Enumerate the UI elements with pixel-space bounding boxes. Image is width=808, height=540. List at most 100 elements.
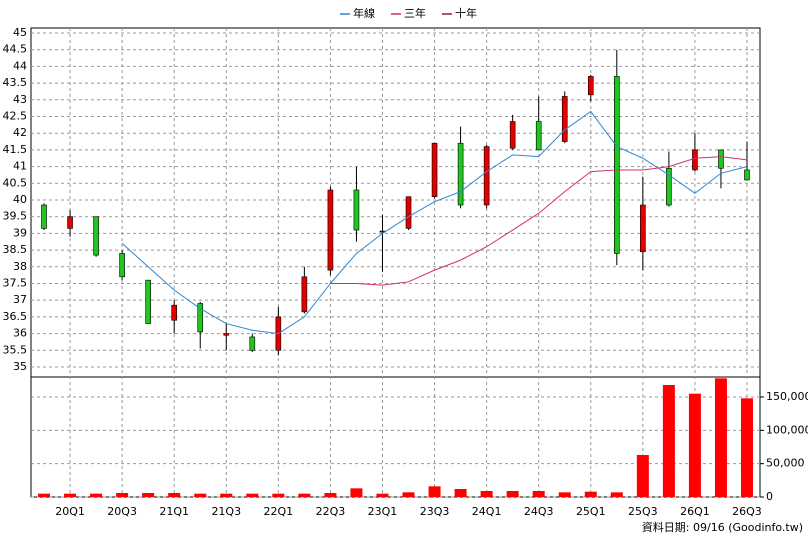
- y-tick-label: 37.5: [3, 276, 28, 289]
- legend-label: 十年: [455, 6, 477, 20]
- legend-label: 年線: [353, 6, 375, 20]
- volume-bar: [38, 493, 51, 497]
- candle-body: [301, 276, 308, 313]
- y-tick-label: 45: [13, 26, 27, 39]
- candle-body: [327, 189, 334, 271]
- volume-bar: [454, 489, 467, 497]
- y-tick-label: 35: [13, 360, 27, 373]
- volume-bar: [194, 493, 207, 497]
- y-tick-label: 42.5: [3, 110, 28, 123]
- volume-bar: [402, 492, 415, 497]
- candle-body: [223, 333, 230, 336]
- candle-body: [41, 204, 47, 229]
- volume-bar: [740, 398, 753, 497]
- x-tick-label: 21Q1: [159, 505, 189, 518]
- volume-bar: [558, 492, 571, 497]
- candle-body: [587, 76, 594, 96]
- candle-body: [197, 303, 204, 333]
- volume-bar: [662, 385, 675, 497]
- x-tick-label: 26Q3: [732, 505, 762, 518]
- x-tick-label: 24Q1: [472, 505, 502, 518]
- candle-body: [67, 216, 73, 229]
- y2-tick-label: 0: [766, 490, 773, 503]
- candle-body: [405, 196, 412, 229]
- volume-bar: [324, 493, 337, 497]
- y-tick-label: 38.5: [3, 243, 28, 256]
- candle-body: [483, 146, 490, 206]
- x-tick-label: 23Q3: [420, 505, 450, 518]
- volume-bar: [116, 493, 129, 497]
- candle-body: [692, 149, 698, 171]
- y-tick-label: 41.5: [3, 143, 28, 156]
- x-tick-label: 22Q3: [316, 505, 346, 518]
- candle-body: [718, 149, 724, 169]
- y-tick-label: 37: [13, 293, 27, 306]
- volume-bar: [350, 488, 363, 497]
- y-tick-label: 44.5: [3, 43, 28, 56]
- candle-body: [666, 167, 672, 206]
- y-tick-label: 39: [13, 226, 27, 239]
- x-tick-label: 25Q3: [628, 505, 658, 518]
- volume-bar: [142, 493, 155, 497]
- volume-bar: [298, 493, 311, 497]
- x-tick-label: 25Q1: [576, 505, 606, 518]
- volume-bar: [610, 492, 623, 497]
- volume-bar: [688, 393, 701, 497]
- volume-bar: [168, 493, 181, 497]
- x-tick-label: 20Q3: [107, 505, 137, 518]
- y-tick-label: 38: [13, 260, 27, 273]
- candle-body: [457, 142, 464, 206]
- y2-tick-label: 100,000: [766, 423, 808, 436]
- candle-body: [119, 253, 125, 278]
- volume-bar: [636, 455, 649, 497]
- candle-body: [640, 204, 646, 253]
- volume-bar: [272, 493, 285, 497]
- volume-bar: [584, 491, 597, 497]
- x-tick-label: 23Q1: [368, 505, 398, 518]
- legend-label: 三年: [404, 6, 426, 20]
- candle-body: [431, 142, 438, 197]
- footnote: 資料日期: 09/16 (Goodinfo.tw): [642, 520, 803, 534]
- candle-body: [145, 279, 151, 324]
- candle-body: [561, 96, 568, 142]
- candle-body: [249, 336, 256, 351]
- candle-body: [535, 121, 542, 151]
- ma-line: [121, 110, 748, 335]
- candle-body: [93, 216, 99, 256]
- y-tick-label: 40.5: [3, 176, 28, 189]
- plot-frame: [30, 27, 761, 498]
- volume-bar: [714, 378, 727, 497]
- x-tick-label: 21Q3: [211, 505, 241, 518]
- x-tick-label: 24Q3: [524, 505, 554, 518]
- volume-bar: [506, 491, 519, 497]
- y-tick-label: 41: [13, 160, 27, 173]
- volume-bar: [376, 493, 389, 497]
- y-tick-label: 36.5: [3, 310, 28, 323]
- x-tick-label: 26Q1: [680, 505, 710, 518]
- y-tick-label: 44: [13, 59, 27, 72]
- candle-body: [171, 304, 177, 321]
- volume-bar: [532, 491, 545, 497]
- volume-bar: [220, 493, 233, 497]
- y2-tick-label: 50,000: [766, 457, 805, 470]
- y-tick-label: 35.5: [3, 343, 28, 356]
- candle-body: [744, 169, 750, 181]
- y-tick-label: 40: [13, 193, 27, 206]
- ma-line: [330, 156, 748, 286]
- x-tick-label: 22Q1: [264, 505, 294, 518]
- volume-bar: [480, 491, 493, 497]
- y-tick-label: 43.5: [3, 76, 28, 89]
- candle-body: [353, 189, 360, 231]
- x-tick-label: 20Q1: [55, 505, 85, 518]
- y2-tick-label: 150,000: [766, 390, 808, 403]
- y-tick-label: 42: [13, 126, 27, 139]
- y-tick-label: 43: [13, 93, 27, 106]
- y-tick-label: 36: [13, 327, 27, 340]
- volume-bar: [428, 486, 441, 497]
- volume-bar: [246, 493, 259, 497]
- y-tick-label: 39.5: [3, 210, 28, 223]
- volume-bar: [90, 493, 103, 497]
- candle-body: [509, 121, 516, 149]
- candle-body: [614, 76, 620, 254]
